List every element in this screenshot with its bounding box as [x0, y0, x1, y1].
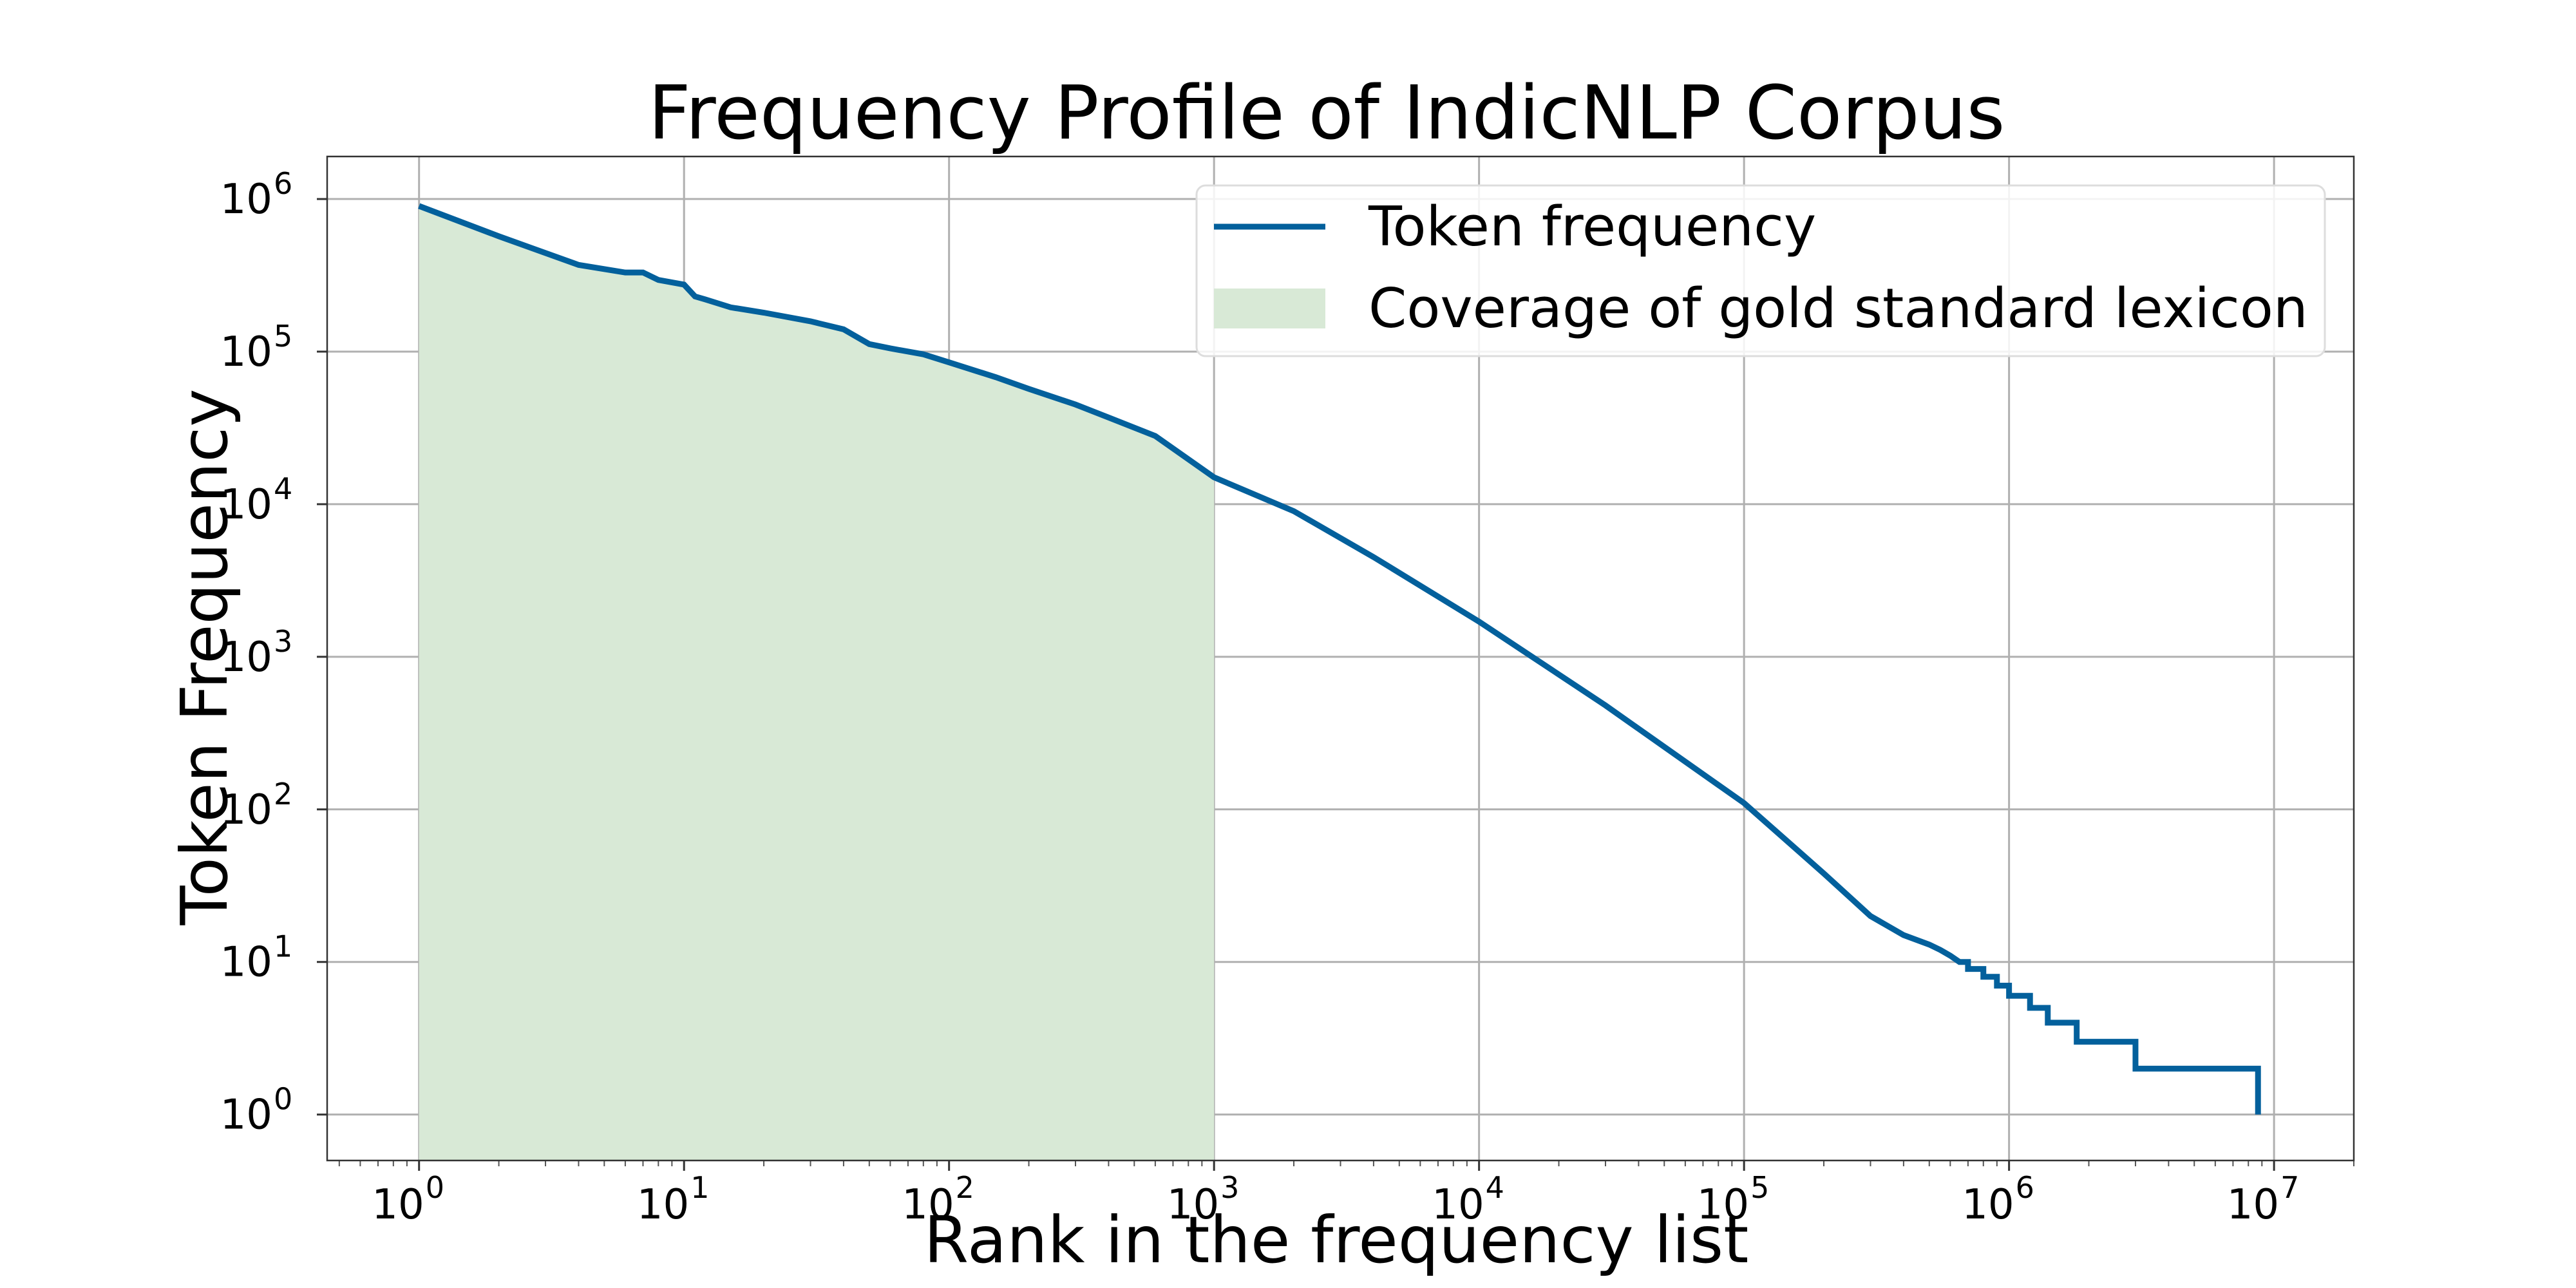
legend-box — [1195, 184, 2326, 357]
chart-title: Frequency Profile of IndicNLP Corpus — [649, 70, 2005, 156]
x-tick-label: 10 2 — [902, 1170, 974, 1229]
x-tick-label: 10 0 — [372, 1170, 444, 1229]
x-tick-base: 10 — [1432, 1181, 1484, 1229]
y-tick-label: 10 2 — [220, 777, 293, 834]
y-tick-label: 10 0 — [220, 1082, 293, 1139]
y-tick-exponent: 0 — [274, 1082, 292, 1117]
y-tick-exponent: 6 — [274, 166, 292, 201]
y-tick-base: 10 — [220, 176, 272, 223]
x-tick-exponent: 4 — [1486, 1170, 1504, 1205]
x-tick-exponent: 6 — [2016, 1170, 2034, 1205]
coverage-area — [419, 205, 1215, 1161]
y-tick-label: 10 6 — [220, 166, 293, 223]
x-tick-base: 10 — [1962, 1181, 2014, 1229]
y-tick-label: 10 1 — [220, 929, 293, 987]
x-tick-exponent: 1 — [690, 1170, 709, 1205]
x-tick-exponent: 0 — [426, 1170, 444, 1205]
y-tick-base: 10 — [220, 786, 272, 834]
y-tick-base: 10 — [220, 328, 272, 376]
y-tick-base: 10 — [220, 481, 272, 529]
x-tick-label: 10 3 — [1167, 1170, 1240, 1229]
y-tick-base: 10 — [220, 1092, 272, 1139]
y-tick-exponent: 3 — [274, 624, 292, 659]
x-tick-exponent: 2 — [956, 1170, 974, 1205]
x-tick-exponent: 3 — [1220, 1170, 1239, 1205]
y-tick-base: 10 — [220, 939, 272, 987]
x-tick-label: 10 4 — [1432, 1170, 1504, 1229]
y-tick-exponent: 5 — [274, 319, 292, 354]
x-tick-exponent: 7 — [2280, 1170, 2299, 1205]
x-tick-label: 10 1 — [637, 1170, 710, 1229]
plot-frame — [326, 155, 2355, 1162]
y-tick-base: 10 — [220, 634, 272, 681]
y-axis-title: Token Frequency — [167, 389, 242, 926]
y-tick-label: 10 5 — [220, 319, 293, 376]
x-tick-exponent: 5 — [1750, 1170, 1769, 1205]
x-tick-base: 10 — [637, 1181, 689, 1229]
y-tick-label: 10 4 — [220, 471, 293, 529]
minor-ticks — [317, 198, 2354, 1171]
token-frequency-line — [418, 203, 2261, 1115]
legend-area-swatch — [1214, 289, 1325, 328]
x-tick-base: 10 — [902, 1181, 954, 1229]
x-tick-label: 10 6 — [1962, 1170, 2034, 1229]
x-tick-labels: 10 0 10 1 10 2 10 3 10 4 10 5 10 6 10 7 — [372, 1170, 2299, 1229]
legend-label-token-frequency: Token frequency — [1368, 195, 1816, 259]
x-tick-label: 10 5 — [1697, 1170, 1770, 1229]
legend: Token frequency Coverage of gold standar… — [1195, 184, 2326, 357]
x-tick-label: 10 7 — [2227, 1170, 2300, 1229]
y-tick-exponent: 4 — [274, 471, 292, 506]
x-tick-base: 10 — [372, 1181, 424, 1229]
y-tick-exponent: 1 — [274, 929, 292, 964]
y-tick-exponent: 2 — [274, 777, 292, 811]
x-tick-base: 10 — [1697, 1181, 1749, 1229]
legend-label-coverage: Coverage of gold standard lexicon — [1368, 277, 2308, 341]
y-tick-label: 10 3 — [220, 624, 293, 681]
x-tick-base: 10 — [2227, 1181, 2279, 1229]
x-tick-base: 10 — [1167, 1181, 1219, 1229]
x-axis-title: Rank in the frequency list — [924, 1202, 1749, 1278]
